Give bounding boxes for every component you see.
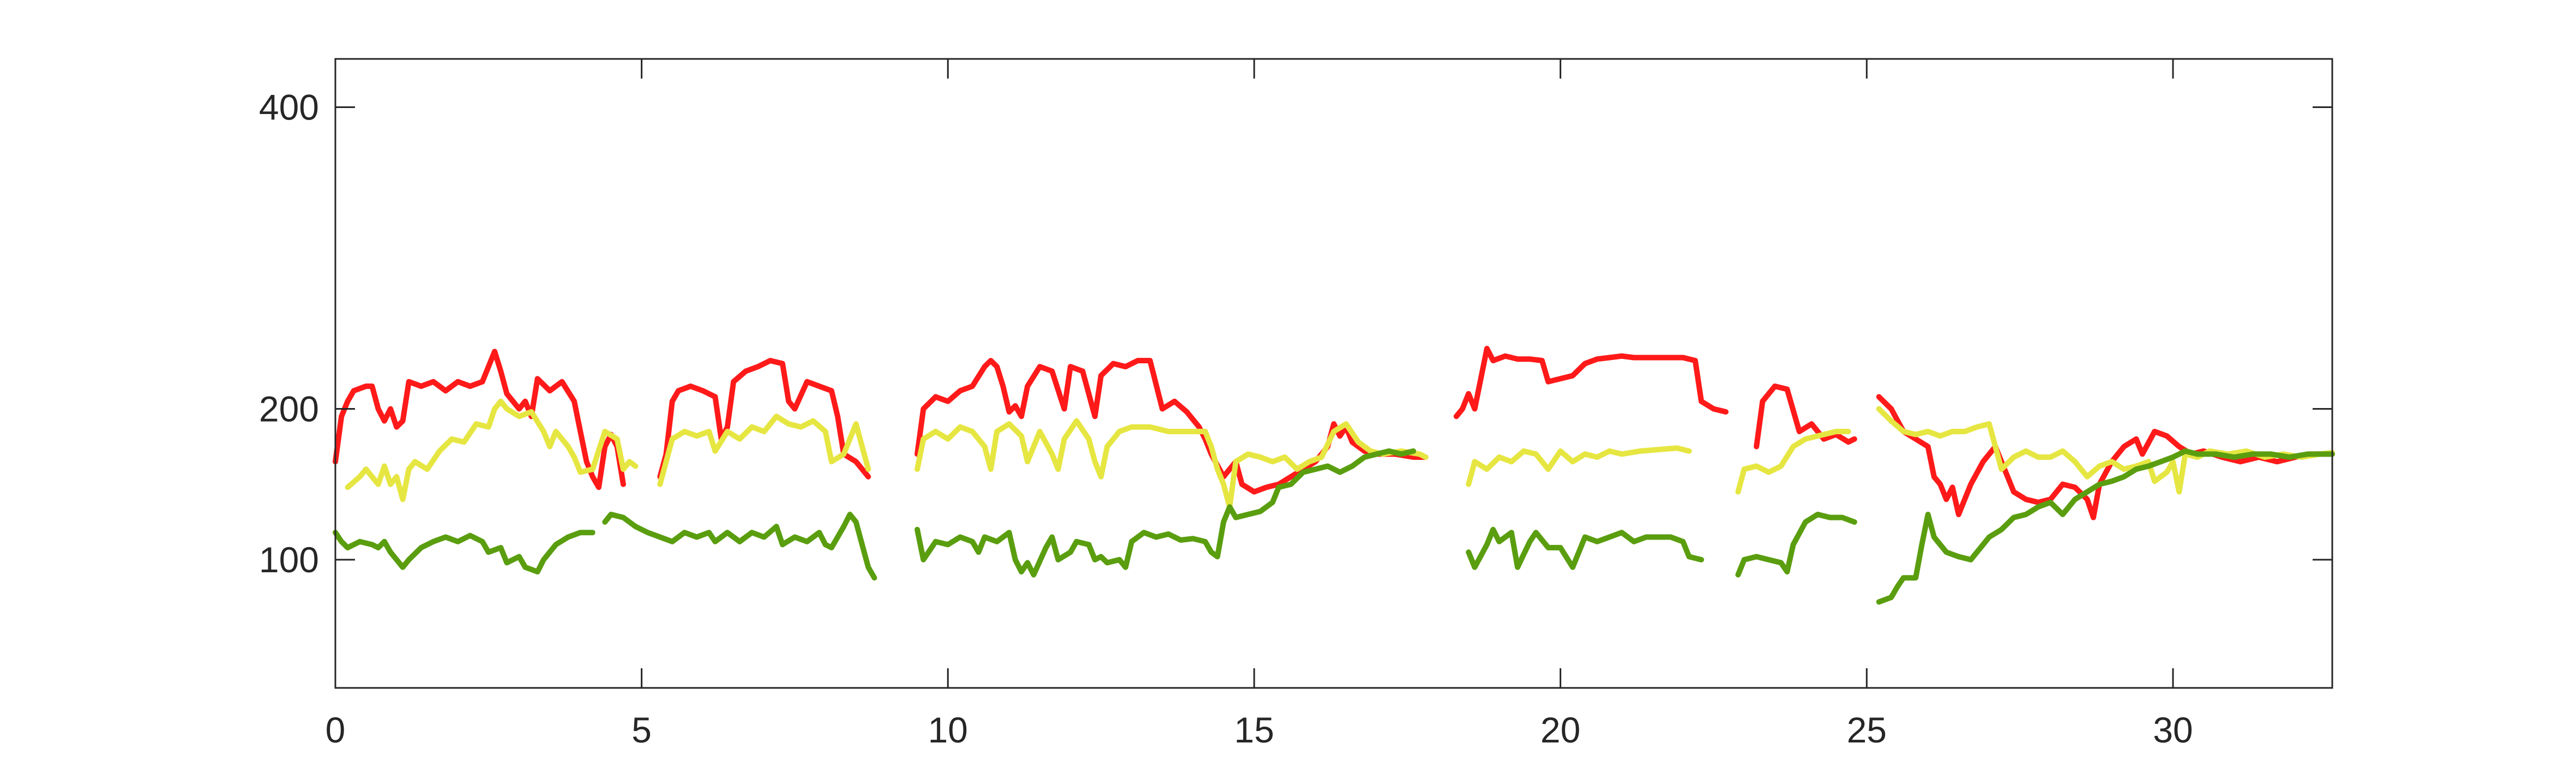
x-tick-label: 30 xyxy=(2153,710,2193,750)
x-tick-label: 15 xyxy=(1234,710,1274,750)
axes-layer: 0 5 10 15 20 25 30 100 200 400 xyxy=(259,58,2333,750)
series-3-segment-1 xyxy=(333,530,595,575)
x-tick-label: 25 xyxy=(1847,710,1887,750)
series-1-segment-5 xyxy=(1754,383,1857,450)
series-1-segment-2 xyxy=(657,358,871,480)
y-tick-label: 200 xyxy=(259,388,319,429)
series-3-segment-2 xyxy=(602,512,877,581)
series-3-segment-5 xyxy=(1735,512,1857,578)
series-2-segment-2 xyxy=(657,414,871,487)
series-2-segment-3 xyxy=(914,418,1429,510)
x-tick-label: 0 xyxy=(326,710,346,750)
series-layer xyxy=(333,345,2335,605)
x-tick-label: 10 xyxy=(928,710,968,750)
x-tick-label: 20 xyxy=(1540,710,1580,750)
series-3 xyxy=(333,448,2335,605)
series-3-segment-6 xyxy=(1876,448,2335,605)
series-3-segment-4 xyxy=(1466,526,1704,570)
y-tick-label: 100 xyxy=(259,540,319,580)
x-tick-label: 5 xyxy=(631,710,652,750)
plot-box xyxy=(334,58,2333,689)
series-2-segment-1 xyxy=(345,398,639,502)
series-1-segment-1 xyxy=(333,349,626,490)
series-2-segment-5 xyxy=(1735,429,1851,495)
series-2-segment-4 xyxy=(1466,445,1692,487)
series-1-segment-4 xyxy=(1453,345,1729,420)
series-1-segment-3 xyxy=(914,358,1429,495)
y-tick-label: 400 xyxy=(259,87,319,127)
series-3-segment-3 xyxy=(914,448,1416,578)
